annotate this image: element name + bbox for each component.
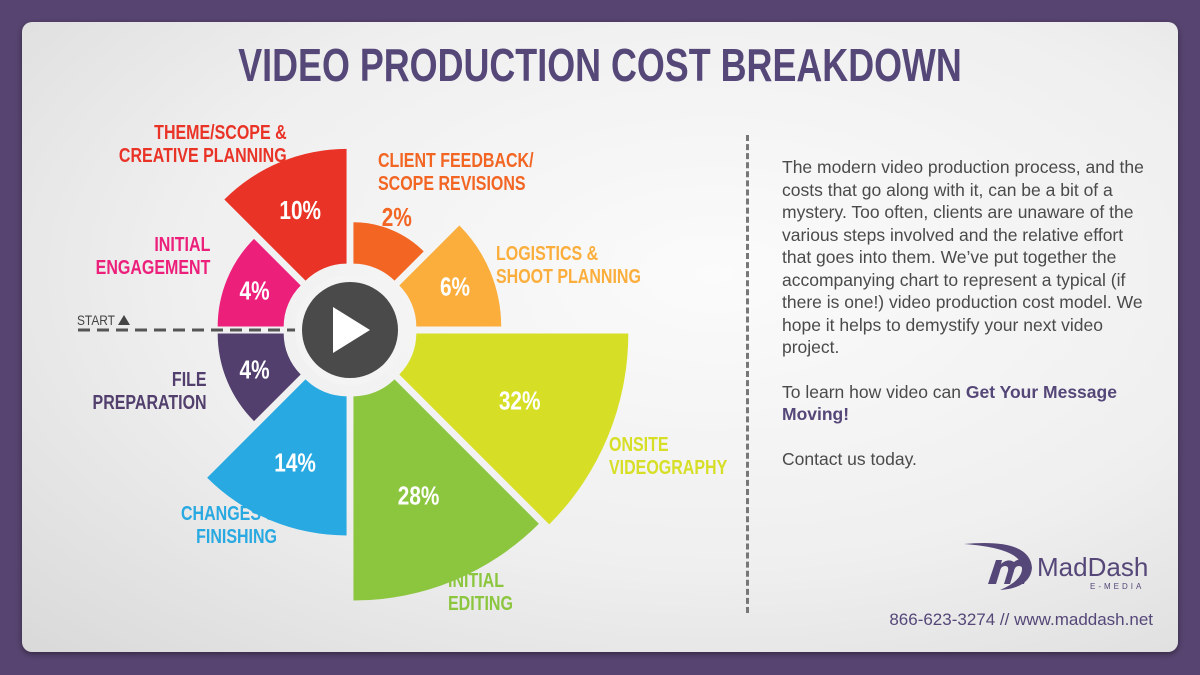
- logo-sub: E-MEDIA: [1090, 582, 1145, 591]
- start-label: START: [77, 312, 115, 328]
- page-title: VIDEO PRODUCTION COST BREAKDOWN: [238, 39, 962, 91]
- wedge-value-label: 6%: [440, 272, 470, 301]
- segment-label-line: SHOOT PLANNING: [496, 266, 641, 288]
- maddash-logo-icon: [964, 543, 1032, 590]
- wedge-3: [399, 225, 502, 327]
- wedge-value-label: 2%: [382, 203, 412, 232]
- wedge-value-label: 28%: [398, 481, 440, 510]
- description-paragraph: The modern video production process, and…: [782, 157, 1144, 357]
- wedge-6: [207, 379, 347, 536]
- segment-label: FILE PREPARATION: [93, 369, 207, 415]
- contact-info[interactable]: 866-623-3274 // www.maddash.net: [889, 610, 1153, 629]
- logo-name: MadDash: [1037, 552, 1149, 582]
- segment-label: INITIAL ENGAGEMENT: [95, 234, 210, 280]
- segment-label: LOGISTICS & SHOOT PLANNING: [496, 243, 641, 289]
- segment-label-line: LOGISTICS &: [496, 243, 599, 265]
- segment-label-line: SCOPE REVISIONS: [378, 173, 526, 195]
- segment-label-line: ONSITE: [609, 434, 669, 456]
- wedge-0: [217, 238, 301, 327]
- cta-paragraph: To learn how video can Get Your Message …: [782, 381, 1152, 426]
- segment-label: ONSITE VIDEOGRAPHY: [609, 434, 727, 480]
- description: The modern video production process, and…: [782, 156, 1152, 492]
- segment-label-line: PREPARATION: [92, 392, 207, 414]
- wedge-2: [353, 222, 424, 281]
- segment-label-line: CLIENT FEEDBACK/: [378, 150, 534, 172]
- segment-label-line: THEME/SCOPE &: [154, 122, 287, 144]
- segment-label: CLIENT FEEDBACK/SCOPE REVISIONS: [378, 150, 534, 196]
- cta-text: To learn how video can: [782, 381, 966, 402]
- segment-label-line: FILE: [172, 369, 207, 391]
- wedge-5: [353, 379, 539, 601]
- wedge-7: [217, 333, 301, 422]
- divider: [746, 135, 749, 613]
- segment-label-line: INITIAL: [154, 234, 210, 256]
- segment-label: CHANGES & FINISHING: [181, 503, 277, 549]
- segment-label-line: CREATIVE PLANNING: [119, 145, 287, 167]
- segment-label: INITIAL EDITING: [448, 570, 513, 616]
- wedge-value-label: 10%: [279, 196, 321, 225]
- segment-label-line: VIDEOGRAPHY: [609, 457, 728, 479]
- wedge-value-label: 14%: [274, 448, 316, 477]
- segment-label-line: ENGAGEMENT: [95, 257, 210, 279]
- polar-chart: 4% 10% 2% 6% 32% 28% 14% 4%: [78, 148, 629, 601]
- wedge-1: [224, 148, 347, 281]
- segment-label-line: CHANGES &: [180, 503, 277, 525]
- segment-label: THEME/SCOPE & CREATIVE PLANNING: [119, 122, 287, 168]
- start-arrow-icon: [118, 315, 130, 325]
- segment-label-line: EDITING: [448, 593, 513, 615]
- wedge-value-label: 4%: [240, 276, 270, 305]
- contact-paragraph: Contact us today.: [782, 448, 917, 469]
- segment-label-line: INITIAL: [448, 570, 504, 592]
- segment-label-line: FINISHING: [196, 526, 277, 548]
- cta-bold: Get Your Message Moving!: [782, 381, 1117, 425]
- wedge-value-label: 32%: [499, 386, 541, 415]
- wedge-value-label: 4%: [240, 355, 270, 384]
- play-icon: [333, 307, 370, 353]
- wedge-4: [399, 333, 629, 525]
